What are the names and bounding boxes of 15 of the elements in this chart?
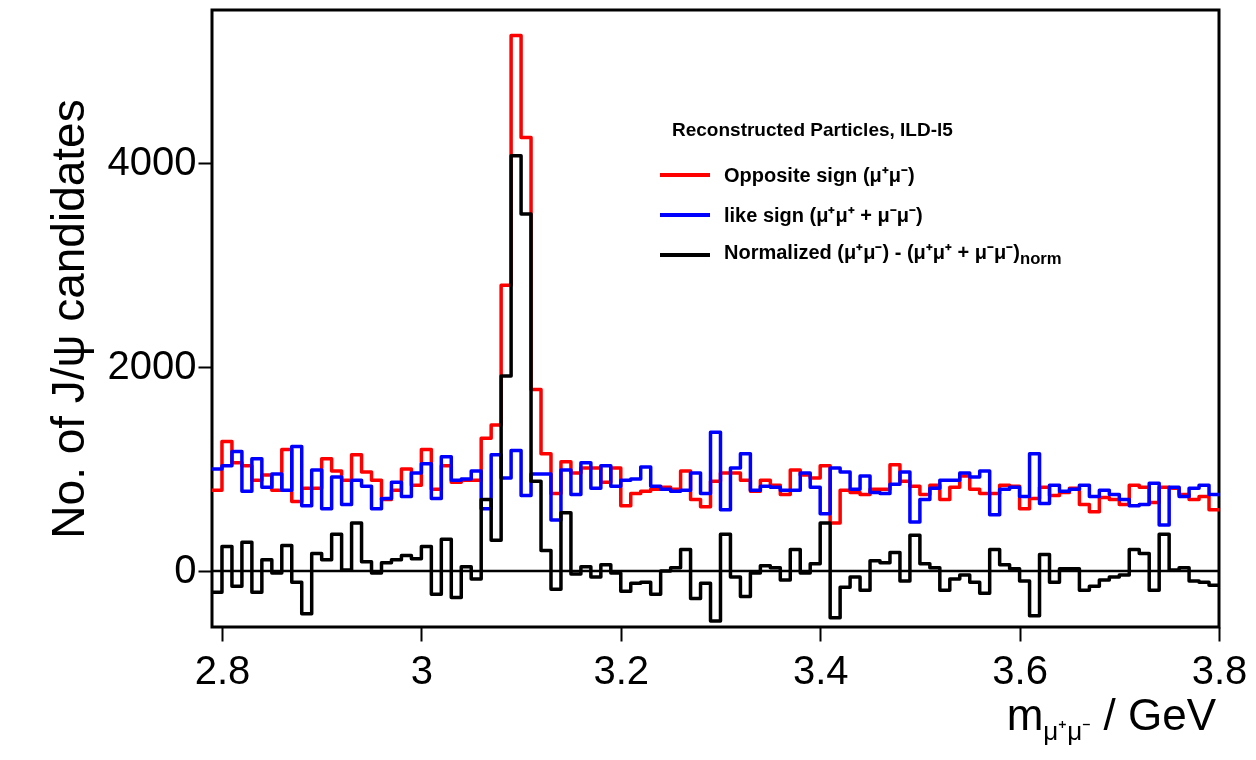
legend-label: like sign (μ⁺μ⁺ + μ⁻μ⁻)	[724, 204, 923, 226]
y-tick-label: 0	[174, 547, 197, 592]
y-tick-label: 2000	[107, 343, 197, 388]
x-tick-label: 2.8	[194, 647, 251, 692]
x-tick-label: 3.8	[1191, 647, 1248, 692]
x-tick-label: 3.6	[992, 647, 1048, 692]
x-axis-title: m$_{μ⁺μ⁻}$ / GeV	[1006, 690, 1216, 748]
x-tick-label: 3.2	[593, 647, 650, 692]
legend-title: Reconstructed Particles, ILD-l5	[672, 119, 954, 140]
x-tick-label: 3.4	[792, 647, 849, 692]
x-tick-label: 3	[410, 647, 433, 692]
y-tick-label: 4000	[107, 139, 197, 184]
legend-label: Opposite sign (μ⁺μ⁻)	[724, 164, 915, 186]
y-axis-title: No. of J/ψ candidates	[41, 99, 94, 539]
legend-label: Normalized (μ⁺μ⁻) - (μ⁺μ⁺ + μ⁻μ⁻)$_{norm}$	[724, 241, 1062, 269]
